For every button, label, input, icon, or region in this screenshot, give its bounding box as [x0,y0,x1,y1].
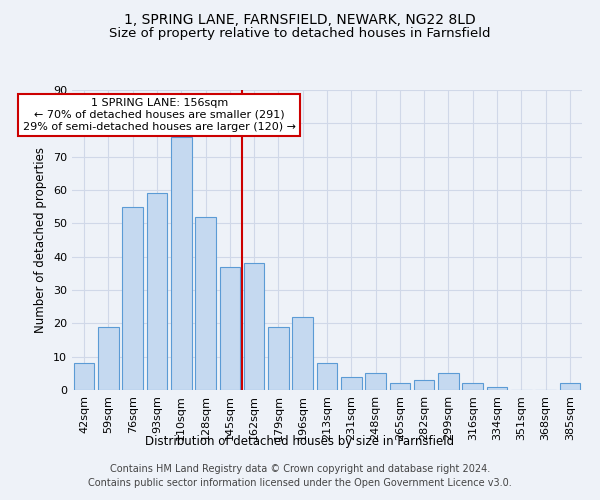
Text: Contains HM Land Registry data © Crown copyright and database right 2024.
Contai: Contains HM Land Registry data © Crown c… [88,464,512,487]
Text: 1 SPRING LANE: 156sqm
← 70% of detached houses are smaller (291)
29% of semi-det: 1 SPRING LANE: 156sqm ← 70% of detached … [23,98,296,132]
Bar [365,374,386,390]
Bar [195,216,216,390]
Bar [341,376,362,390]
Bar [268,326,289,390]
Text: Size of property relative to detached houses in Farnsfield: Size of property relative to detached ho… [109,28,491,40]
Bar [146,194,167,390]
Text: 1, SPRING LANE, FARNSFIELD, NEWARK, NG22 8LD: 1, SPRING LANE, FARNSFIELD, NEWARK, NG22… [124,12,476,26]
Bar [292,316,313,390]
Text: Distribution of detached houses by size in Farnsfield: Distribution of detached houses by size … [145,435,455,448]
Bar [98,326,119,390]
Bar [463,384,483,390]
Bar [74,364,94,390]
Bar [560,384,580,390]
Bar [438,374,459,390]
Bar [220,266,240,390]
Bar [244,264,265,390]
Bar [171,136,191,390]
Bar [414,380,434,390]
Bar [487,386,508,390]
Bar [389,384,410,390]
Bar [122,206,143,390]
Y-axis label: Number of detached properties: Number of detached properties [34,147,47,333]
Bar [317,364,337,390]
